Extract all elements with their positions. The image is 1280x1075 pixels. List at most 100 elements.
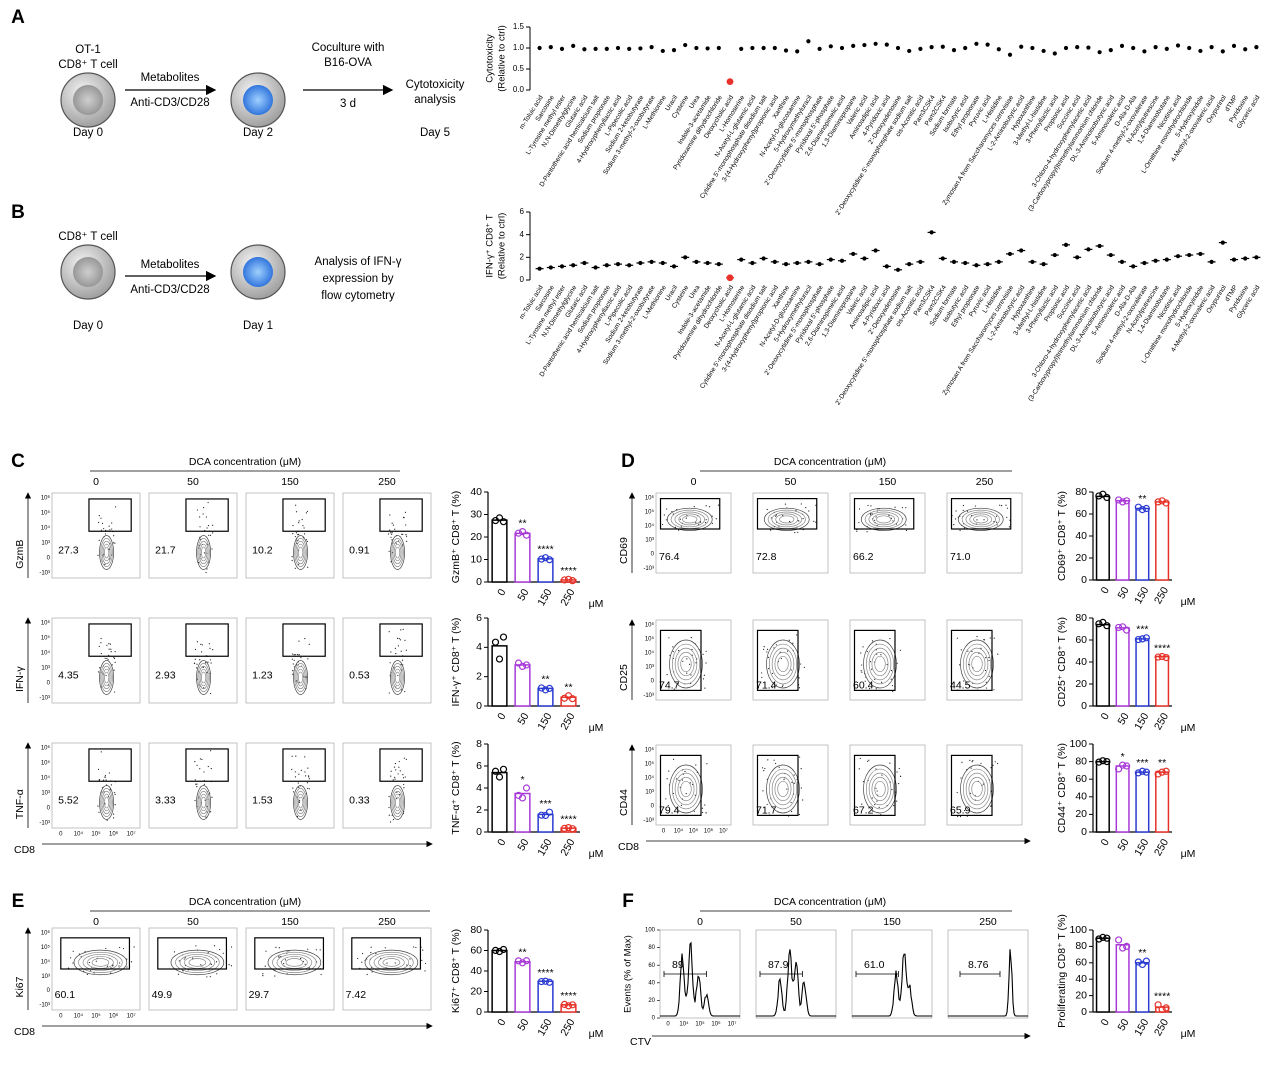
replicate-point [545, 556, 554, 564]
replicate-point [518, 794, 527, 802]
event-dot [264, 965, 266, 967]
replicate-point [1154, 653, 1162, 661]
contour [390, 660, 405, 695]
event-dot [308, 643, 310, 645]
contour [768, 643, 798, 685]
event-dot [783, 778, 785, 781]
event-dot [400, 663, 402, 666]
y-axis-label: TNF-α⁺ CD8⁺ T (%) [450, 741, 462, 834]
y-tick-label: 0 [476, 826, 482, 838]
event-dot [976, 635, 978, 638]
unit-label: μM [589, 848, 604, 860]
y-tick-label: 60 [470, 944, 482, 956]
event-dot [391, 532, 393, 534]
bar [514, 792, 531, 833]
event-dot [196, 509, 199, 511]
event-dot [209, 976, 211, 978]
x-tick-label: 50 [515, 711, 531, 727]
significance-label: **** [1154, 991, 1170, 1003]
replicate-point [545, 978, 554, 986]
flow-y-tick-label: -10³ [39, 820, 50, 826]
flow-x-tick-label: 0 [59, 1014, 63, 1020]
event-dot [304, 963, 306, 965]
x-tick-label: 50 [1115, 837, 1131, 853]
event-dot [111, 664, 113, 666]
bar [1115, 627, 1130, 707]
y-tick-label: 40 [1075, 973, 1087, 985]
flow-y-tick-label: 10⁵ [41, 944, 51, 951]
event-dot [206, 568, 208, 570]
event-dot [761, 676, 763, 678]
event-dot [873, 519, 876, 521]
x-tick-label: 150 [535, 1017, 554, 1038]
data-point [772, 259, 777, 264]
replicate-point [522, 957, 531, 965]
flow-y-tick-label: 10⁵ [41, 510, 51, 517]
data-point [683, 42, 688, 48]
event-dot [230, 946, 233, 948]
event-dot [678, 649, 680, 652]
flow-plot-frame [51, 492, 141, 579]
data-point [1119, 43, 1125, 49]
marker-label: IFN-γ [14, 666, 26, 692]
event-dot [793, 774, 795, 776]
event-dot [195, 945, 197, 947]
contour [390, 535, 405, 570]
gate [157, 937, 228, 970]
event-dot [773, 759, 775, 761]
event-dot [967, 650, 969, 652]
event-dot [405, 758, 407, 760]
event-dot [126, 958, 128, 960]
bar [514, 664, 531, 707]
gate-percentage: 79.4 [659, 804, 680, 816]
event-dot [792, 642, 794, 644]
event-dot [209, 534, 212, 536]
contour [295, 665, 306, 690]
unit-label: μM [1181, 1028, 1196, 1040]
event-dot [98, 521, 100, 524]
event-dot [703, 674, 706, 676]
contour [101, 790, 112, 815]
event-dot [990, 767, 992, 769]
bar [1135, 962, 1150, 1013]
gate-percentage: 1.53 [252, 795, 273, 807]
contour [297, 671, 304, 684]
event-dot [763, 646, 765, 648]
flow-plot-frame [51, 617, 141, 704]
event-dot [398, 638, 400, 640]
y-axis-label: GzmB⁺ CD8⁺ T (%) [450, 491, 462, 583]
event-dot [717, 504, 720, 506]
contour [962, 768, 992, 810]
x-axis-label: CD8 [14, 1026, 35, 1038]
event-dot [762, 790, 764, 792]
gate-percentage: 0.91 [349, 545, 370, 557]
event-dot [413, 946, 415, 948]
coculture-label: Coculture with [312, 42, 385, 54]
event-dot [390, 770, 392, 772]
y-tick-label: 100 [1069, 738, 1087, 750]
flow-y-tick-label: -10³ [643, 693, 654, 699]
event-dot [960, 649, 962, 651]
concentration-label: 0 [93, 916, 99, 928]
event-dot [291, 653, 294, 655]
event-dot [874, 678, 876, 680]
gate [282, 498, 326, 532]
y-axis-label: Events (% of Max) [623, 935, 634, 1013]
event-dot [210, 963, 213, 965]
event-dot [953, 524, 955, 526]
event-dot [704, 804, 706, 806]
event-dot [786, 650, 789, 652]
event-dot [866, 531, 868, 533]
replicate-point [1154, 498, 1162, 506]
event-dot [98, 514, 100, 517]
y-tick-label: 100 [1069, 924, 1087, 936]
contour [392, 665, 403, 690]
replicate-point [1115, 496, 1123, 504]
replicate-point [537, 555, 546, 563]
unit-label: μM [589, 722, 604, 734]
event-dot [391, 522, 393, 524]
contour [369, 951, 414, 973]
data-point [627, 263, 632, 268]
event-dot [858, 768, 860, 770]
contour [102, 543, 111, 562]
